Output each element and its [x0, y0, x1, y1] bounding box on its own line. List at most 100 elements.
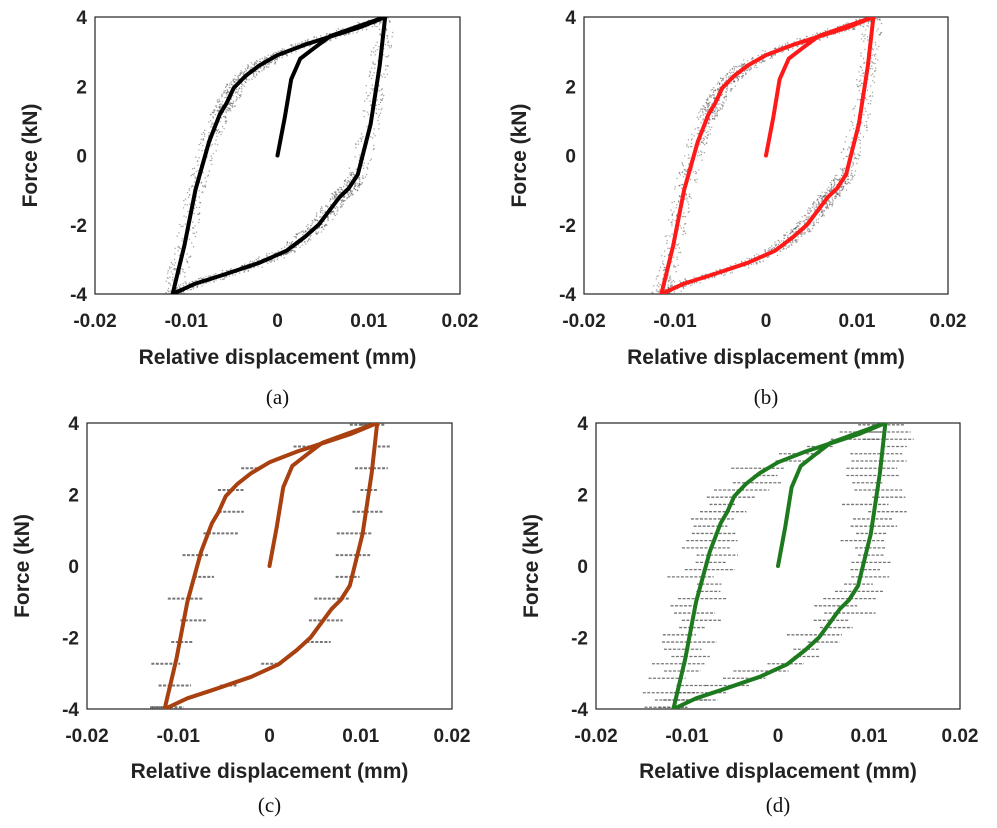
scatter-point [369, 100, 371, 102]
curve-reloading [162, 423, 380, 709]
scatter-point [304, 230, 307, 232]
scatter-point [229, 110, 232, 112]
scatter-point [390, 46, 393, 48]
scatter-point [755, 62, 758, 65]
scatter-point [380, 109, 382, 111]
y-tick-label: 2 [565, 77, 576, 98]
scatter-point [759, 61, 761, 64]
scatter-point [240, 90, 243, 93]
scatter-point [186, 253, 188, 255]
scatter-point [672, 266, 675, 268]
scatter-point [193, 181, 196, 183]
scatter-point [198, 143, 200, 146]
scatter-point [359, 137, 362, 139]
scatter-point [184, 203, 186, 206]
scatter-point [388, 45, 390, 47]
scatter-point [691, 283, 693, 285]
scatter-point [790, 243, 792, 246]
scatter-point [374, 63, 377, 65]
scatter-point [782, 247, 785, 249]
scatter-point [772, 54, 774, 56]
scatter-point [198, 196, 201, 198]
scatter-point [869, 113, 871, 115]
scatter-point [778, 242, 781, 244]
scatter-point [800, 235, 803, 237]
scatter-point [265, 253, 268, 255]
scatter-point [253, 260, 256, 262]
scatter-point [664, 250, 666, 252]
scatter-point [197, 285, 199, 287]
scatter-point [875, 53, 877, 56]
scatter-point [323, 224, 326, 227]
scatter-point [182, 282, 184, 285]
scatter-point [859, 132, 862, 135]
scatter-point [213, 273, 215, 276]
scatter-point [805, 216, 807, 218]
scatter-point [808, 228, 810, 231]
scatter-point [225, 111, 227, 114]
scatter-point [715, 269, 718, 272]
scatter-point [841, 170, 844, 172]
scatter-point [165, 280, 167, 282]
scatter-point [315, 212, 318, 214]
scatter-point [188, 256, 190, 258]
scatter-point [671, 223, 673, 225]
scatter-point [263, 58, 266, 60]
scatter-point [336, 210, 338, 212]
scatter-point [817, 200, 820, 202]
scatter-point [219, 120, 221, 123]
scatter-point [357, 185, 359, 188]
scatter-point [177, 246, 180, 248]
scatter-point [795, 240, 797, 242]
scatter-point [357, 143, 360, 145]
scatter-point [374, 25, 376, 27]
scatter-point [366, 168, 369, 170]
scatter-point [724, 95, 726, 98]
scatter-point [277, 250, 280, 252]
scatter-point [712, 90, 715, 92]
scatter-point [194, 280, 196, 282]
scatter-point [689, 145, 692, 148]
scatter-point [182, 225, 184, 227]
scatter-point [216, 135, 218, 137]
scatter-point [857, 86, 860, 88]
scatter-point [381, 107, 383, 110]
scatter-point [726, 72, 729, 75]
scatter-point [731, 88, 734, 90]
scatter-point [360, 183, 363, 185]
scatter-point [715, 106, 717, 108]
scatter-point [258, 71, 261, 73]
scatter-point [792, 241, 794, 244]
scatter-point [728, 76, 730, 78]
scatter-point [283, 257, 285, 259]
scatter-point [784, 234, 787, 236]
scatter-point [190, 174, 193, 177]
scatter-point [354, 185, 357, 187]
x-tick-label: -0.01 [665, 726, 709, 747]
scatter-point [711, 88, 714, 91]
scatter-point [223, 127, 225, 130]
scatter-point [328, 39, 331, 41]
scatter-point [187, 262, 189, 264]
scatter-point [799, 220, 801, 223]
scatter-point [290, 249, 293, 252]
scatter-point [740, 65, 742, 68]
scatter-point [847, 22, 849, 24]
scatter-point [248, 79, 250, 81]
scatter-point [807, 216, 809, 218]
scatter-point [224, 96, 226, 99]
scatter-point [695, 281, 698, 284]
scatter-point [388, 20, 390, 22]
scatter-point [701, 151, 703, 153]
scatter-point [389, 15, 390, 16]
scatter-point [791, 229, 793, 231]
scatter-point [211, 157, 213, 160]
scatter-point [816, 199, 818, 201]
scatter-point [676, 203, 678, 206]
scatter-point [257, 265, 259, 268]
x-axis-label: Relative displacement (mm) [131, 760, 409, 783]
scatter-point [213, 109, 215, 111]
scatter-point [663, 268, 665, 271]
scatter-point [838, 192, 840, 194]
scatter-point [272, 259, 274, 261]
